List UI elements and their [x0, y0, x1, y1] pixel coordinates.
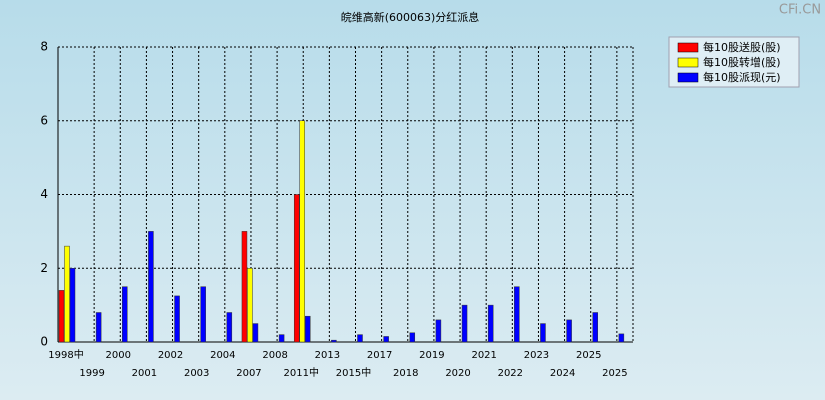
x-tick-label: 2018 — [393, 368, 418, 379]
bar — [95, 312, 102, 343]
bar — [69, 268, 76, 343]
legend-label: 每10股送股(股) — [703, 40, 781, 54]
bar — [247, 268, 253, 343]
x-tick-label: 2023 — [524, 350, 549, 361]
bar — [252, 323, 259, 343]
y-tick-label: 2 — [40, 261, 48, 275]
x-tick-label: 2008 — [262, 350, 287, 361]
y-tick-label: 4 — [40, 187, 48, 201]
chart-title: 皖维高新(600063)分红派息 — [341, 10, 480, 24]
bar — [435, 319, 442, 343]
y-tick-label: 8 — [40, 40, 48, 54]
bar — [122, 286, 128, 343]
bar — [226, 312, 233, 343]
x-tick-label: 2003 — [184, 368, 209, 379]
legend-swatch — [677, 57, 699, 68]
x-tick-label: 1998中 — [48, 348, 83, 361]
bar — [174, 295, 180, 343]
legend-swatch — [677, 42, 699, 53]
bar — [278, 334, 285, 343]
bar — [58, 290, 65, 343]
x-tick-label: 2017 — [367, 350, 392, 361]
bar — [383, 336, 389, 343]
x-tick-label: 2002 — [158, 350, 183, 361]
x-tick-label: 2021 — [471, 350, 496, 361]
watermark: CFi.CN — [779, 3, 821, 18]
x-tick-label: 2024 — [550, 368, 575, 379]
x-tick-label: 2015中 — [336, 366, 371, 379]
bar — [514, 286, 520, 343]
legend-swatch — [677, 72, 699, 83]
y-tick-label: 6 — [40, 113, 48, 127]
bar — [200, 286, 206, 343]
bar — [566, 319, 572, 343]
bar — [299, 120, 305, 343]
legend-label: 每10股派现(元) — [703, 70, 781, 84]
bar — [357, 334, 363, 343]
x-tick-label: 2022 — [498, 368, 523, 379]
x-tick-label: 2004 — [210, 350, 235, 361]
bar — [304, 315, 311, 343]
x-tick-label: 2025 — [602, 368, 627, 379]
bar — [461, 304, 468, 343]
x-tick-label: 1999 — [79, 368, 104, 379]
y-tick-label: 0 — [40, 335, 48, 349]
x-tick-label: 2025 — [576, 350, 601, 361]
bar — [409, 332, 416, 343]
bar — [148, 231, 154, 343]
x-tick-label: 2007 — [236, 368, 261, 379]
bar — [241, 231, 248, 343]
bar — [540, 323, 546, 343]
x-tick-label: 2019 — [419, 350, 444, 361]
x-tick-label: 2000 — [106, 350, 131, 361]
bar — [487, 304, 494, 343]
bar — [293, 194, 300, 343]
bar — [64, 245, 70, 343]
bar — [618, 333, 625, 343]
x-tick-label: 2011中 — [284, 366, 319, 379]
bar — [592, 312, 598, 343]
x-tick-label: 2013 — [315, 350, 340, 361]
bar — [331, 339, 337, 343]
x-tick-label: 2020 — [445, 368, 470, 379]
x-tick-label: 2001 — [132, 368, 157, 379]
legend-label: 每10股转增(股) — [703, 55, 781, 69]
